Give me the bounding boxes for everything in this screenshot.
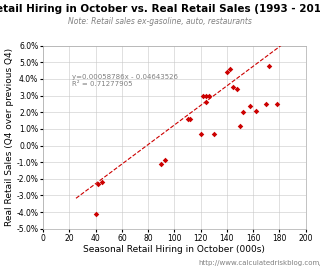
Point: [188, 117, 193, 121]
Point: [163, 158, 168, 163]
Point: [231, 85, 236, 90]
Text: Retail Hiring in October vs. Real Retail Sales (1993 - 2011): Retail Hiring in October vs. Real Retail…: [0, 4, 320, 14]
Point: [100, 180, 105, 184]
Y-axis label: Real Retail Sales (Q4 over previous Q4): Real Retail Sales (Q4 over previous Q4): [4, 48, 13, 226]
Point: [211, 132, 216, 136]
Point: [248, 104, 253, 108]
X-axis label: Seasonal Retail Hiring in October (000s): Seasonal Retail Hiring in October (000s): [84, 245, 265, 254]
Point: [264, 102, 269, 106]
Point: [198, 132, 203, 136]
Point: [185, 117, 190, 121]
Point: [203, 100, 208, 104]
Point: [224, 70, 229, 75]
Point: [206, 93, 211, 98]
Point: [203, 93, 208, 98]
Point: [96, 182, 101, 186]
Point: [159, 162, 164, 166]
Point: [237, 123, 243, 128]
Text: http://www.calculatedriskblog.com/: http://www.calculatedriskblog.com/: [198, 260, 320, 266]
Point: [201, 93, 206, 98]
Point: [93, 211, 98, 216]
Text: Note: Retail sales ex-gasoline, auto, restaurants: Note: Retail sales ex-gasoline, auto, re…: [68, 17, 252, 26]
Point: [266, 63, 271, 68]
Point: [253, 108, 258, 113]
Text: y=0.00058786x - 0.04643526
R² = 0.71277905: y=0.00058786x - 0.04643526 R² = 0.712779…: [72, 74, 178, 87]
Point: [274, 102, 279, 106]
Point: [235, 87, 240, 91]
Point: [240, 110, 245, 114]
Point: [227, 67, 232, 71]
